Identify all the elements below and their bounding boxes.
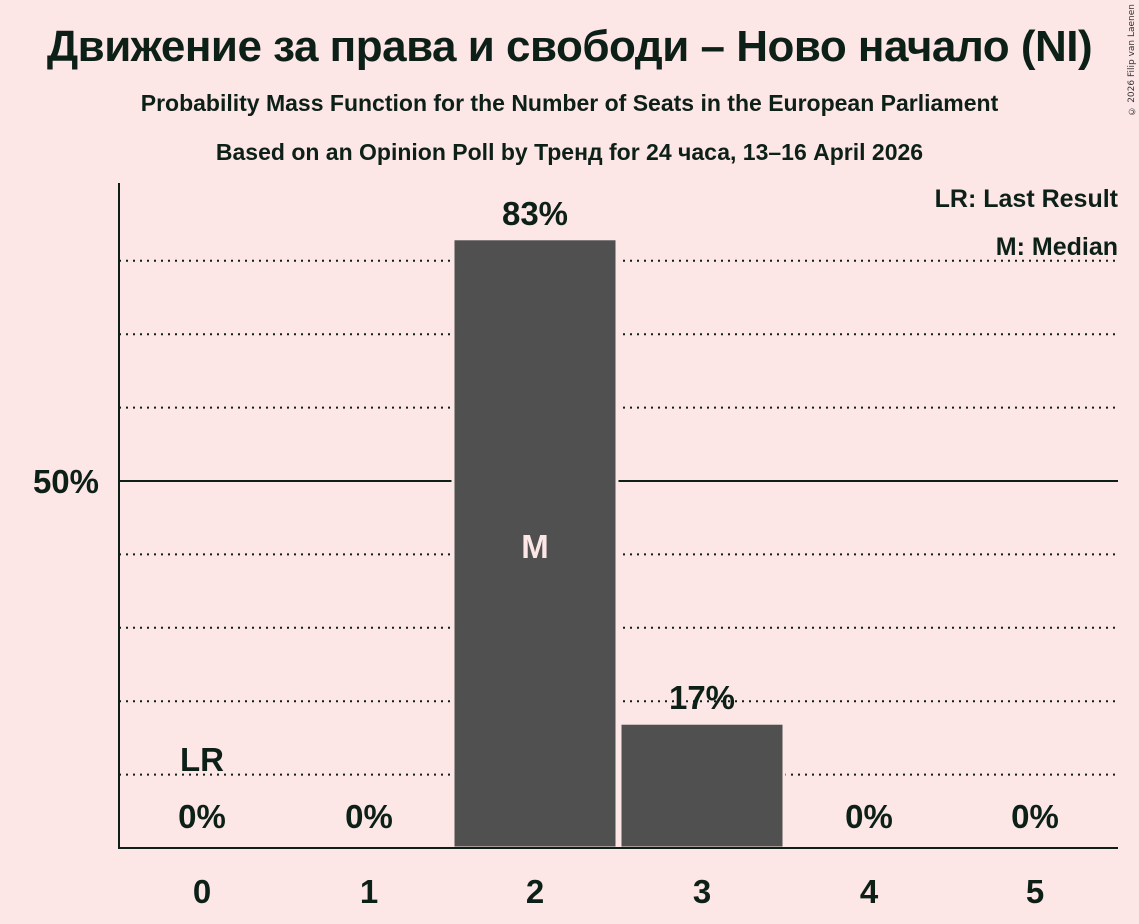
value-label-2: 83% bbox=[502, 195, 568, 232]
chart-source: Based on an Opinion Poll by Тренд for 24… bbox=[215, 139, 924, 165]
bar-2 bbox=[451, 237, 619, 850]
last-result-marker: LR bbox=[180, 741, 224, 778]
value-label-5: 0% bbox=[1011, 798, 1059, 835]
x-tick-label-0: 0 bbox=[193, 873, 211, 910]
value-label-4: 0% bbox=[845, 798, 893, 835]
legend-last-result: LR: Last Result bbox=[934, 185, 1118, 213]
value-label-3: 17% bbox=[669, 679, 735, 716]
x-tick-label-4: 4 bbox=[860, 873, 879, 910]
value-label-0: 0% bbox=[178, 798, 226, 835]
chart-subtitle: Probability Mass Function for the Number… bbox=[140, 90, 999, 116]
bar-3 bbox=[618, 721, 786, 850]
x-tick-label-5: 5 bbox=[1026, 873, 1044, 910]
x-tick-label-3: 3 bbox=[693, 873, 711, 910]
chart-title: Движение за права и свободи – Ново начал… bbox=[46, 22, 1093, 71]
legend-median: M: Median bbox=[995, 233, 1118, 261]
median-marker: M bbox=[521, 528, 549, 565]
y-tick-label: 50% bbox=[33, 463, 99, 500]
x-tick-label-1: 1 bbox=[360, 873, 378, 910]
x-tick-label-2: 2 bbox=[526, 873, 544, 910]
value-label-1: 0% bbox=[345, 798, 393, 835]
